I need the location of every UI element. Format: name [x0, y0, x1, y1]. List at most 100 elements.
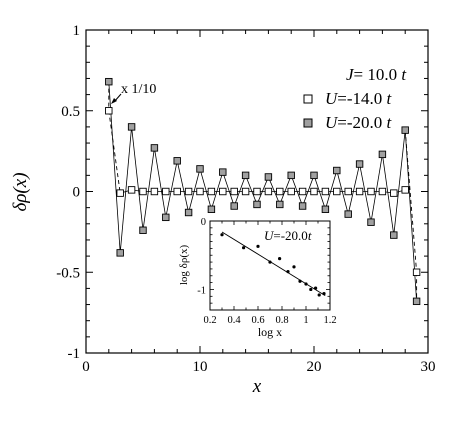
main-x-tick-label: 30 [421, 359, 436, 375]
legend-entry-open-unit: t [387, 89, 393, 108]
data-point-u-14 [207, 187, 216, 196]
inset-marks [220, 231, 326, 297]
dashed-connector [108, 110, 121, 194]
data-point-u-14 [105, 107, 113, 115]
inset-data-point [309, 287, 313, 292]
main-y-tick-label: -1 [68, 346, 81, 362]
legend-marker-open [303, 94, 313, 104]
inset-x-tick-label: 1 [303, 315, 308, 326]
data-point-u-20 [253, 200, 261, 209]
inset-data-point [298, 279, 302, 283]
inset-y-tick-label: 0 [201, 217, 206, 228]
data-point-u-14 [139, 187, 147, 196]
data-point-u-14 [230, 187, 238, 196]
inset-x-tick-label: 1.2 [323, 315, 336, 326]
data-point-u-20 [355, 160, 364, 168]
inset-x-tick-label: 0.6 [251, 315, 264, 326]
annotation-arrowhead [111, 98, 117, 104]
data-point-u-14 [390, 189, 398, 197]
inset-data-point [242, 246, 246, 250]
data-point-u-20 [230, 202, 238, 210]
main-ticks [85, 29, 429, 354]
data-point-u-14 [253, 187, 261, 196]
legend-entry-filled: U=-20.0 t [325, 113, 393, 132]
inset-x-tick-label: 0.4 [227, 315, 241, 326]
inset-title-unit: t [308, 228, 312, 243]
data-point-u-14 [401, 186, 409, 194]
inset-ticks [209, 220, 331, 311]
data-point-u-20 [401, 126, 409, 134]
data-point-u-14 [150, 187, 159, 196]
legend: J= 10.0 t U=-14.0 t U=-20.0 t [303, 65, 407, 132]
legend-marker-filled [303, 118, 313, 128]
data-point-u-14 [298, 187, 307, 196]
data-point-u-20 [321, 205, 330, 213]
data-point-u-20 [310, 171, 318, 180]
inset-x-axis-label: log x [258, 325, 282, 339]
series-line-u-20 [108, 81, 417, 302]
data-point-u-14 [127, 186, 136, 194]
main-y-tick-label: 1 [73, 23, 81, 39]
inset-y-axis-label: log δρ(x) [178, 245, 190, 286]
main-x-axis-label: x [252, 376, 262, 397]
inset-x-tick-label: 0.2 [203, 315, 216, 326]
main-x-tick-label: 10 [193, 359, 208, 375]
inset-data-point [286, 270, 290, 274]
data-point-u-20 [173, 157, 181, 165]
data-point-u-14 [355, 187, 364, 196]
scale-annotation: x 1/10 [121, 82, 156, 97]
inset-y-tick-label: -1 [197, 285, 206, 296]
legend-entry-filled-symbol: U [325, 113, 339, 132]
data-point-u-20 [344, 210, 352, 218]
inset-fit-line [221, 231, 326, 297]
data-point-u-20 [219, 168, 227, 176]
inset-data-point [304, 282, 308, 286]
data-point-u-14 [116, 189, 124, 197]
inset-title: U=-20.0t [264, 228, 312, 243]
data-point-u-14 [264, 187, 273, 196]
main-y-axis-label: δρ(x) [10, 172, 31, 211]
data-point-u-20 [276, 200, 284, 209]
legend-entry-open: U=-14.0 t [325, 89, 393, 108]
data-point-u-20 [162, 213, 170, 222]
data-point-u-20 [139, 226, 147, 234]
data-point-u-14 [184, 187, 193, 196]
data-point-u-14 [287, 187, 295, 196]
data-point-u-20 [390, 231, 398, 239]
inset-data-point [322, 291, 326, 296]
inset-frame [209, 220, 331, 311]
legend-header-symbol: J [346, 65, 355, 84]
data-point-u-14 [378, 187, 387, 196]
data-point-u-20 [298, 202, 307, 210]
legend-header-value: = 10.0 [354, 65, 398, 84]
data-point-u-20 [116, 249, 124, 257]
inset-data-point [292, 265, 296, 269]
inset-tick-labels: 0.2 0.4 0.6 0.8 1 1.2 0 -1 [197, 217, 336, 326]
data-point-u-14 [412, 268, 421, 276]
inset-data-point [220, 233, 224, 237]
data-point-u-14 [219, 187, 227, 196]
data-point-u-14 [162, 187, 170, 196]
data-point-u-20 [105, 77, 113, 86]
data-point-u-14 [321, 187, 330, 196]
data-point-u-20 [196, 165, 204, 173]
data-point-u-20 [367, 218, 375, 226]
data-point-u-20 [264, 173, 273, 181]
data-point-u-20 [127, 123, 136, 131]
inset-x-tick-label: 0.8 [275, 315, 288, 326]
inset-data-point [317, 293, 321, 297]
main-x-tick-label: 20 [307, 359, 322, 375]
main-y-tick-label: 0.5 [61, 104, 80, 120]
legend-entry-open-value: =-14.0 [337, 89, 382, 108]
legend-entry-open-symbol: U [325, 89, 339, 108]
inset-data-point [278, 257, 282, 261]
data-point-u-20 [207, 205, 216, 213]
data-point-u-14 [276, 187, 284, 196]
legend-entry-filled-unit: t [387, 113, 393, 132]
legend-header-unit: t [401, 65, 407, 84]
data-point-u-14 [173, 187, 181, 196]
data-point-u-14 [241, 187, 250, 196]
main-y-tick-label: -0.5 [56, 265, 80, 281]
inset-title-symbol: U [264, 228, 275, 243]
